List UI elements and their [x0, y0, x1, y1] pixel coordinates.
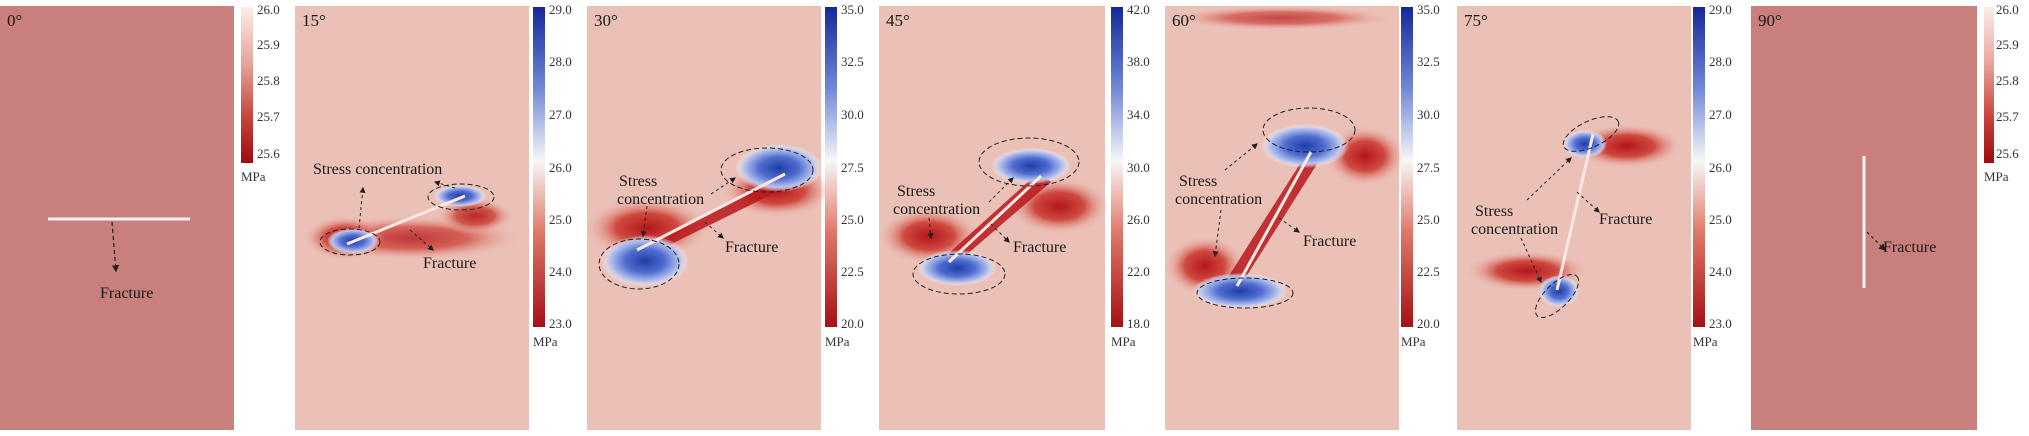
- fracture-label: Fracture: [1599, 211, 1652, 228]
- cb-tick: 29.0: [549, 2, 572, 17]
- colorbar-60deg: 35.0 32.5 30.0 27.5 25.0 22.5 20.0 MPa: [1401, 2, 1440, 349]
- stress-label: Stress: [897, 183, 935, 200]
- panel-30deg: 30° Stress concentration Fracture: [585, 6, 832, 430]
- colorbar-90deg: 26.0 25.9 25.8 25.7 25.6 MPa: [1984, 2, 2019, 184]
- cb-tick: 23.0: [1709, 316, 1732, 331]
- cb-tick: 26.0: [257, 2, 280, 17]
- cb-tick: 26.0: [549, 160, 572, 175]
- cb-tick: 23.0: [549, 316, 572, 331]
- cb-tick: 22.0: [1127, 264, 1150, 279]
- cb-tick: 20.0: [1417, 316, 1440, 331]
- cb-tick: 25.7: [1996, 109, 2019, 124]
- cb-tick: 35.0: [841, 2, 864, 17]
- cb-tick: 27.5: [841, 160, 864, 175]
- cb-tick: 32.5: [1417, 54, 1440, 69]
- colorbar-30deg: 35.0 32.5 30.0 27.5 25.0 22.5 20.0 MPa: [825, 2, 864, 349]
- cb-tick: 25.8: [1996, 73, 2019, 88]
- stress-concentration-label: Stress concentration: [313, 161, 442, 178]
- cb-tick: 26.0: [1127, 212, 1150, 227]
- cb-tick: 26.0: [1709, 160, 1732, 175]
- cb-tick: 27.0: [549, 107, 572, 122]
- stress-label: Stress: [619, 173, 657, 190]
- fracture-label: Fracture: [100, 285, 153, 302]
- panel-15deg: 15° Stress concentration Fracture: [295, 6, 529, 430]
- panel-0deg: 0° Fracture: [0, 6, 234, 430]
- cb-tick: 30.0: [841, 107, 864, 122]
- cb-tick: 27.0: [1709, 107, 1732, 122]
- angle-label: 0°: [7, 11, 22, 30]
- cb-unit: MPa: [1401, 334, 1426, 349]
- colorbar-45deg: 42.0 38.0 34.0 30.0 26.0 22.0 18.0 MPa: [1111, 2, 1150, 349]
- cb-tick: 25.0: [549, 212, 572, 227]
- cb-tick: 20.0: [841, 316, 864, 331]
- cb-tick: 25.7: [257, 109, 280, 124]
- cb-tick: 25.0: [1709, 212, 1732, 227]
- cb-tick: 26.0: [1996, 2, 2019, 17]
- cb-tick: 22.5: [841, 264, 864, 279]
- angle-label: 30°: [594, 11, 618, 30]
- concentration-label: concentration: [1175, 191, 1262, 208]
- cb-tick: 25.0: [841, 212, 864, 227]
- cb-tick: 27.5: [1417, 160, 1440, 175]
- fracture-arrow: [1866, 231, 1887, 252]
- fracture-label: Fracture: [1303, 233, 1356, 250]
- panel-90deg: 90° Fracture: [1751, 6, 1977, 430]
- colorbar-15deg: 29.0 28.0 27.0 26.0 25.0 24.0 23.0 MPa: [533, 2, 572, 349]
- cb-tick: 30.0: [1417, 107, 1440, 122]
- fracture-label: Fracture: [725, 239, 778, 256]
- panel-45deg: 45° Stress concentration Fracture: [879, 6, 1109, 430]
- cb-tick: 24.0: [1709, 264, 1732, 279]
- angle-label: 75°: [1464, 11, 1488, 30]
- cb-unit: MPa: [1984, 169, 2009, 184]
- cb-tick: 29.0: [1709, 2, 1732, 17]
- cb-tick: 35.0: [1417, 2, 1440, 17]
- concentration-label: concentration: [1471, 221, 1558, 238]
- panel-60deg: 60° Stress concentration Fracture: [1165, 6, 1405, 430]
- cb-tick: 32.5: [841, 54, 864, 69]
- cb-tick: 25.0: [1417, 212, 1440, 227]
- cb-tick: 25.9: [1996, 37, 2019, 52]
- cb-unit: MPa: [241, 169, 266, 184]
- cb-tick: 22.5: [1417, 264, 1440, 279]
- cb-unit: MPa: [533, 334, 558, 349]
- cb-tick: 42.0: [1127, 2, 1150, 17]
- cb-tick: 30.0: [1127, 160, 1150, 175]
- stress-label: Stress: [1475, 203, 1513, 220]
- cb-tick: 18.0: [1127, 316, 1150, 331]
- angle-label: 15°: [302, 11, 326, 30]
- fracture-label: Fracture: [423, 255, 476, 272]
- colorbar-0deg: 26.0 25.9 25.8 25.7 25.6 MPa: [241, 2, 280, 184]
- angle-label: 90°: [1758, 11, 1782, 30]
- angle-label: 45°: [886, 11, 910, 30]
- stress-label: Stress: [1179, 173, 1217, 190]
- panel-75deg: 75° Stress concentration Fracture: [1457, 6, 1691, 430]
- angle-label: 60°: [1172, 11, 1196, 30]
- colorbar-75deg: 29.0 28.0 27.0 26.0 25.0 24.0 23.0 MPa: [1693, 2, 1732, 349]
- fracture-label: Fracture: [1883, 239, 1936, 256]
- cb-tick: 34.0: [1127, 107, 1150, 122]
- cb-tick: 28.0: [549, 54, 572, 69]
- cb-tick: 25.9: [257, 37, 280, 52]
- concentration-label: concentration: [617, 191, 704, 208]
- fracture-label: Fracture: [1013, 239, 1066, 256]
- cb-unit: MPa: [825, 334, 850, 349]
- cb-tick: 38.0: [1127, 54, 1150, 69]
- cb-unit: MPa: [1693, 334, 1718, 349]
- cb-tick: 25.6: [1996, 146, 2019, 161]
- cb-tick: 25.8: [257, 73, 280, 88]
- fracture-arrow: [111, 221, 120, 273]
- cb-tick: 28.0: [1709, 54, 1732, 69]
- cb-unit: MPa: [1111, 334, 1136, 349]
- concentration-label: concentration: [893, 201, 980, 218]
- cb-tick: 25.6: [257, 146, 280, 161]
- cb-tick: 24.0: [549, 264, 572, 279]
